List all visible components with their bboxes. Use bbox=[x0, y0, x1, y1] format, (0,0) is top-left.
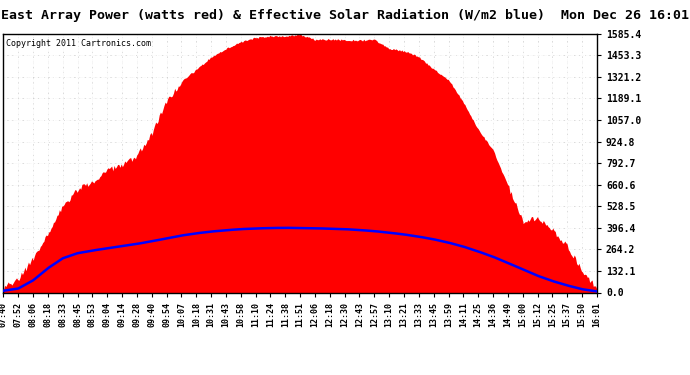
Text: East Array Power (watts red) & Effective Solar Radiation (W/m2 blue)  Mon Dec 26: East Array Power (watts red) & Effective… bbox=[1, 9, 689, 22]
Text: Copyright 2011 Cartronics.com: Copyright 2011 Cartronics.com bbox=[6, 39, 151, 48]
